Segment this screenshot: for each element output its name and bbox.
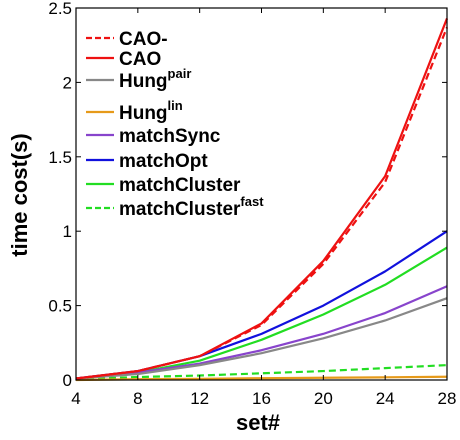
legend-label-6: matchOpt <box>119 151 208 172</box>
x-tick-label: 24 <box>376 389 395 408</box>
series-line-2 <box>75 18 449 380</box>
y-tick-label: 0.5 <box>48 297 72 316</box>
y-axis-label: time cost(s) <box>7 133 32 256</box>
x-axis-label: set# <box>236 410 280 435</box>
series-line-6 <box>75 230 448 380</box>
series-line-3 <box>75 297 448 380</box>
legend-label-8: matchClusterfast <box>119 194 264 220</box>
x-ticks: 4 8 12 16 20 24 28 <box>71 8 456 408</box>
legend-label-1: CAO- <box>119 29 168 50</box>
x-tick-label: 20 <box>314 389 333 408</box>
x-tick-label: 28 <box>438 389 457 408</box>
legend-label-3: Hungpair <box>119 66 191 92</box>
legend-label-4: Hunglin <box>119 98 183 124</box>
y-tick-label: 2 <box>63 73 72 92</box>
y-tick-label: 1.5 <box>48 148 72 167</box>
y-tick-label: 1 <box>63 222 72 241</box>
y-tick-label: 0 <box>63 371 72 390</box>
x-tick-label: 8 <box>133 389 142 408</box>
y-tick-label: 2.5 <box>48 0 72 18</box>
y-ticks: 0 0.5 1 1.5 2 2.5 <box>48 0 447 390</box>
legend-label-7: matchCluster <box>119 175 241 196</box>
x-tick-label: 4 <box>71 389 80 408</box>
legend-label-5: matchSync <box>119 126 221 147</box>
series-line-5 <box>75 285 448 380</box>
legend-label-2: CAO <box>119 49 161 70</box>
x-tick-label: 16 <box>252 389 271 408</box>
x-tick-label: 12 <box>190 389 209 408</box>
